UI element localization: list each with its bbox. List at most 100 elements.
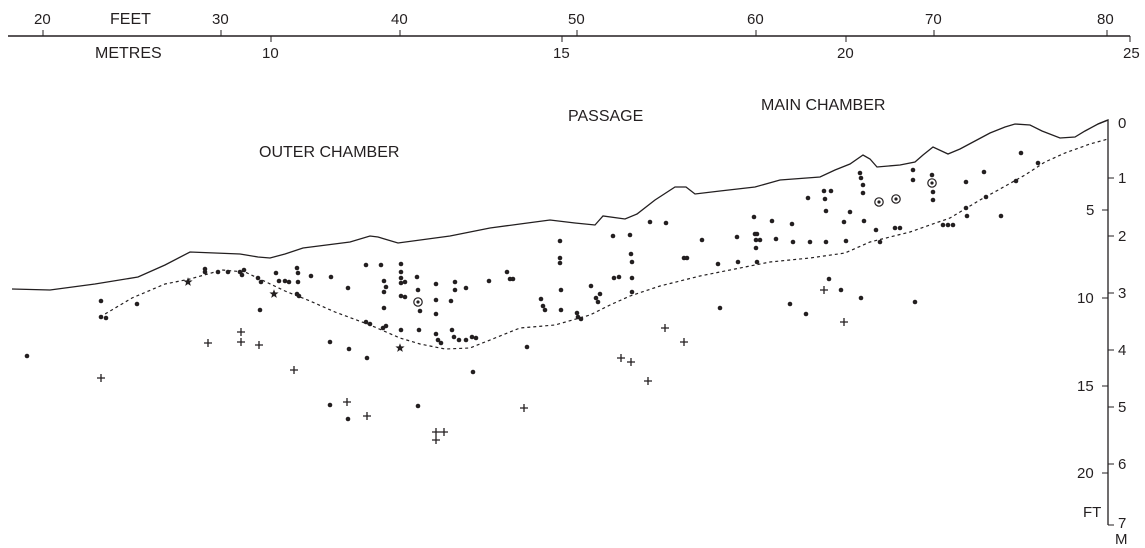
depth-feet-label: 20 xyxy=(1077,465,1094,482)
find-dot xyxy=(363,319,369,325)
find-dot xyxy=(327,402,333,408)
find-dot xyxy=(828,188,834,194)
find-dot xyxy=(286,279,292,285)
find-dot xyxy=(1013,178,1019,184)
find-dot xyxy=(367,321,373,327)
find-dot xyxy=(504,269,510,275)
find-dot xyxy=(892,225,898,231)
find-dot xyxy=(296,293,302,299)
find-circled-dot xyxy=(874,197,884,207)
find-cross xyxy=(840,318,848,326)
find-dot xyxy=(647,219,653,225)
find-dot xyxy=(415,287,421,293)
find-dot xyxy=(629,275,635,281)
find-dot xyxy=(557,260,563,266)
passage-label: PASSAGE xyxy=(568,108,643,125)
find-dot xyxy=(346,346,352,352)
find-dot xyxy=(540,303,546,309)
find-dot xyxy=(873,227,879,233)
find-dot xyxy=(787,301,793,307)
depth-metre-label: 0 xyxy=(1118,115,1126,132)
find-dot xyxy=(964,213,970,219)
find-dot xyxy=(757,237,763,243)
depth-scale-line xyxy=(1097,119,1109,525)
feet-ticks: 20 30 40 50 60 70 80 xyxy=(34,11,1114,36)
feet-tick-label: 50 xyxy=(568,11,585,28)
depth-ft-label: FT xyxy=(1083,504,1101,521)
find-dot xyxy=(753,245,759,251)
find-dot xyxy=(438,340,444,346)
find-dot xyxy=(684,255,690,261)
find-dot xyxy=(578,316,584,322)
feet-label: FEET xyxy=(110,11,151,28)
find-cross xyxy=(627,358,635,366)
find-dot xyxy=(542,307,548,313)
find-circled-dot xyxy=(413,297,423,307)
find-dot xyxy=(215,269,221,275)
find-cross xyxy=(644,377,652,385)
feet-tick-label: 60 xyxy=(747,11,764,28)
find-dot xyxy=(448,298,454,304)
find-dot xyxy=(910,177,916,183)
find-dot xyxy=(981,169,987,175)
find-dot xyxy=(433,331,439,337)
find-dot xyxy=(98,298,104,304)
deposit-base-profile xyxy=(99,138,1109,350)
find-cross xyxy=(617,354,625,362)
find-dot xyxy=(294,265,300,271)
find-dot xyxy=(134,301,140,307)
find-dot xyxy=(415,403,421,409)
find-dot xyxy=(735,259,741,265)
metre-tick-label: 20 xyxy=(837,45,854,62)
find-dots xyxy=(24,150,1041,422)
find-dot xyxy=(295,279,301,285)
metres-label: METRES xyxy=(95,45,162,62)
depth-metre-label: 1 xyxy=(1118,170,1126,187)
metre-tick-label: 25 xyxy=(1123,45,1140,62)
find-cross xyxy=(97,374,105,382)
find-dot xyxy=(847,209,853,215)
find-dot xyxy=(715,261,721,267)
feet-tick-label: 40 xyxy=(391,11,408,28)
find-dot xyxy=(398,275,404,281)
find-dot xyxy=(225,269,231,275)
find-stars xyxy=(183,277,405,352)
find-dot xyxy=(857,170,863,176)
find-dot xyxy=(998,213,1004,219)
find-dot xyxy=(699,237,705,243)
find-dot xyxy=(398,261,404,267)
find-cross xyxy=(432,428,440,436)
find-dot xyxy=(524,344,530,350)
find-dot xyxy=(805,195,811,201)
find-dot xyxy=(258,279,264,285)
depth-m-label: M xyxy=(1115,531,1128,548)
find-dot xyxy=(629,289,635,295)
feet-tick-label: 70 xyxy=(925,11,942,28)
find-dot xyxy=(276,278,282,284)
find-dot xyxy=(378,262,384,268)
find-dot xyxy=(861,218,867,224)
find-dot xyxy=(897,225,903,231)
find-dot xyxy=(821,188,827,194)
find-dot xyxy=(823,208,829,214)
find-dot xyxy=(451,334,457,340)
find-dot xyxy=(103,315,109,321)
find-dot xyxy=(841,219,847,225)
find-dot xyxy=(486,278,492,284)
find-dot xyxy=(611,275,617,281)
find-dot xyxy=(627,232,633,238)
find-dot xyxy=(398,327,404,333)
find-dot xyxy=(963,179,969,185)
depth-feet-label: 5 xyxy=(1086,202,1094,219)
find-dot xyxy=(597,291,603,297)
find-dot xyxy=(255,275,261,281)
find-dot xyxy=(24,353,30,359)
find-dot xyxy=(558,307,564,313)
find-dot xyxy=(470,369,476,375)
find-dot xyxy=(327,339,333,345)
find-dot xyxy=(751,214,757,220)
find-dot xyxy=(257,307,263,313)
find-star xyxy=(183,277,193,286)
find-dot xyxy=(241,267,247,273)
find-dot xyxy=(807,239,813,245)
